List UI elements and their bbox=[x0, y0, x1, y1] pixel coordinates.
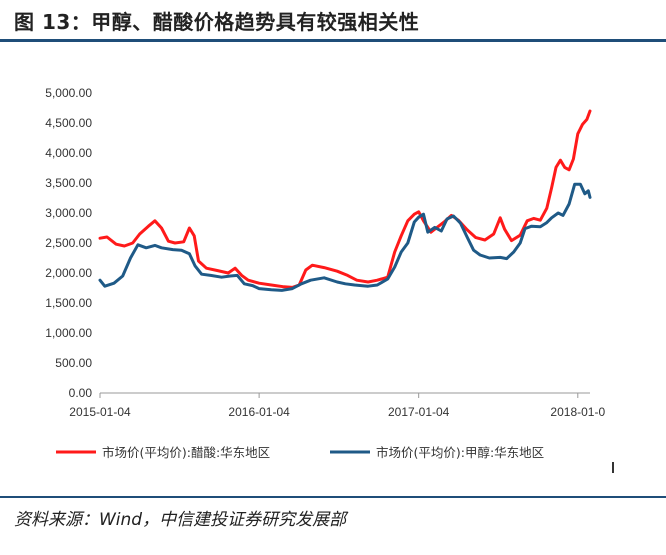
legend-label: 市场价(平均价):甲醇:华东地区 bbox=[376, 445, 544, 460]
x-tick-label: 2017-01-04 bbox=[388, 405, 450, 419]
y-tick-label: 500.00 bbox=[55, 356, 92, 370]
x-axis: 2015-01-04 2016-01-04 2017-01-04 2018-01-0 bbox=[69, 392, 605, 419]
y-tick-label: 1,000.00 bbox=[45, 326, 92, 340]
y-axis: 0.00 500.00 1,000.00 1,500.00 2,000.00 2,500.… bbox=[45, 86, 92, 400]
y-tick-label: 5,000.00 bbox=[45, 86, 92, 100]
figure-title: 图 13：甲醇、醋酸价格趋势具有较强相关性 bbox=[14, 10, 420, 34]
x-tick-label: 2018-01-0 bbox=[550, 405, 605, 419]
acetic-acid-price-line bbox=[98, 109, 592, 289]
x-tick-label: 2015-01-04 bbox=[69, 405, 131, 419]
source-note: 资料来源：Wind，中信建投证券研究发展部 bbox=[14, 510, 347, 530]
stray-mark bbox=[612, 462, 614, 473]
line-chart: 0.00 500.00 1,000.00 1,500.00 2,000.00 2,500.… bbox=[45, 86, 614, 473]
methanol-price-line bbox=[98, 182, 592, 292]
footer-divider bbox=[0, 496, 666, 498]
y-tick-label: 4,000.00 bbox=[45, 146, 92, 160]
y-tick-label: 1,500.00 bbox=[45, 296, 92, 310]
legend-label: 市场价(平均价):醋酸:华东地区 bbox=[102, 445, 270, 460]
y-tick-label: 2,000.00 bbox=[45, 266, 92, 280]
x-tick-label: 2016-01-04 bbox=[228, 405, 290, 419]
legend: 市场价(平均价):醋酸:华东地区 市场价(平均价):甲醇:华东地区 bbox=[56, 445, 544, 460]
y-tick-label: 3,500.00 bbox=[45, 176, 92, 190]
title-divider bbox=[0, 39, 666, 42]
y-tick-label: 3,000.00 bbox=[45, 206, 92, 220]
y-tick-label: 2,500.00 bbox=[45, 236, 92, 250]
y-tick-label: 4,500.00 bbox=[45, 116, 92, 130]
y-tick-label: 0.00 bbox=[69, 386, 93, 400]
series-layer bbox=[98, 109, 592, 292]
